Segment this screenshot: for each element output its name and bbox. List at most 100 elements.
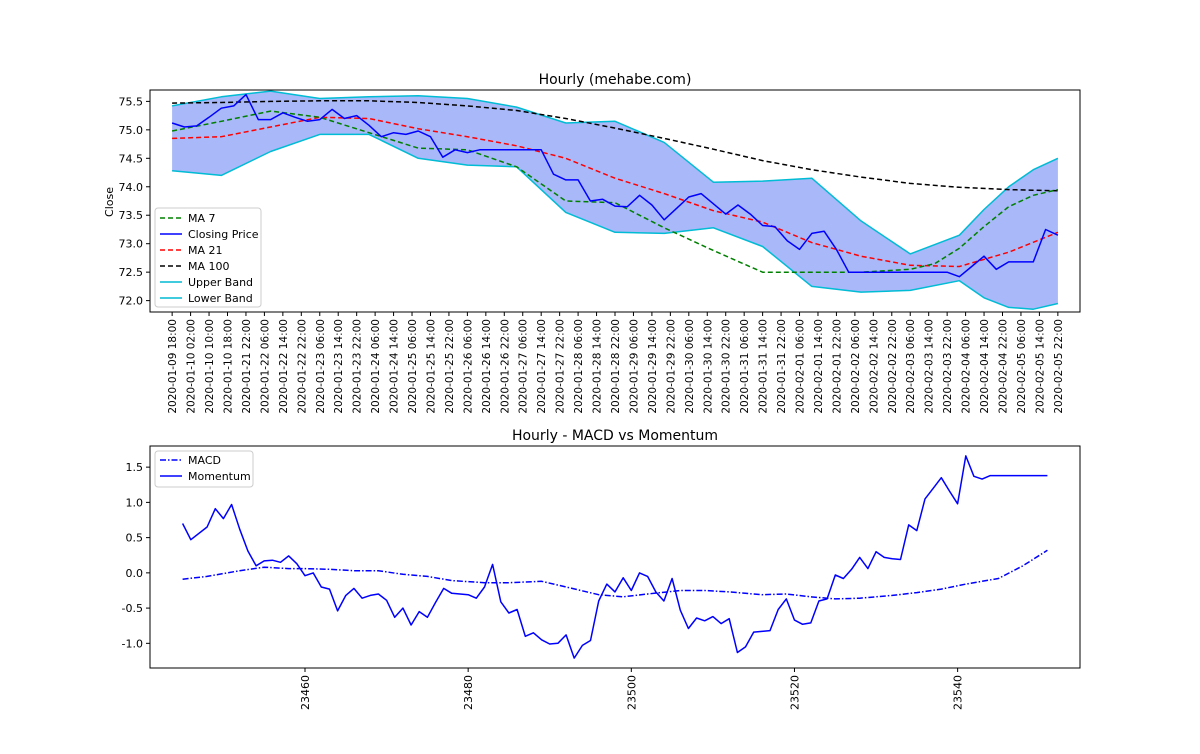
x-tick-label: 2020-02-02 14:00	[868, 319, 880, 414]
x-tick-label: 2020-01-22 22:00	[296, 319, 308, 414]
x-tick-label: 2020-01-25 06:00	[407, 319, 419, 414]
x-tick-label: 2020-01-28 14:00	[592, 319, 604, 414]
price-chart-x-ticks: 2020-01-09 18:00 2020-01-10 02:00 2020-01-…	[167, 312, 1065, 414]
macd-chart-frame	[149, 445, 1081, 669]
x-tick-label: 2020-01-29 14:00	[647, 319, 659, 414]
x-tick-label: 2020-01-24 06:00	[370, 319, 382, 414]
x-tick-label: 2020-02-01 22:00	[831, 319, 843, 414]
macd-chart-y-ticks: -1.0 -0.5 0.0 0.5 1.0 1.5	[122, 461, 150, 650]
x-tick-label: 2020-01-28 06:00	[573, 319, 585, 414]
y-tick-label: 72.0	[119, 295, 144, 308]
x-tick-label: 2020-01-26 14:00	[481, 319, 493, 414]
x-tick-label: 2020-02-03 22:00	[942, 319, 954, 414]
legend-label-closing-price: Closing Price	[188, 228, 259, 241]
series-line-ma-100	[172, 100, 1058, 192]
x-tick-label: 2020-01-28 22:00	[610, 319, 622, 414]
x-tick-label: 2020-02-04 22:00	[998, 319, 1010, 414]
x-tick-label: 2020-01-26 22:00	[499, 319, 511, 414]
x-tick-label: 2020-01-30 22:00	[721, 319, 733, 414]
x-tick-label: 2020-01-25 14:00	[426, 319, 438, 414]
x-tick-label: 23540	[952, 675, 965, 710]
x-tick-label: 2020-01-22 14:00	[278, 319, 290, 414]
x-tick-label: 2020-01-29 22:00	[665, 319, 677, 414]
macd-chart-title: Hourly - MACD vs Momentum	[512, 428, 718, 444]
price-chart-panel: Hourly (mehabe.com) Close 72.0 72.5 73.0 73…	[103, 72, 1081, 414]
x-tick-label: 2020-02-01 14:00	[813, 319, 825, 414]
x-tick-label: 2020-01-10 10:00	[204, 319, 216, 414]
price-chart-ylabel: Close	[103, 187, 116, 217]
x-tick-label: 2020-01-31 06:00	[739, 319, 751, 414]
x-tick-label: 2020-01-27 22:00	[555, 319, 567, 414]
y-tick-label: 72.5	[119, 266, 144, 279]
x-tick-label: 2020-01-29 06:00	[629, 319, 641, 414]
series-line-ma-7	[171, 110, 1059, 273]
x-tick-label: 2020-01-24 14:00	[389, 319, 401, 414]
series-line-ma-21	[172, 116, 1059, 268]
x-tick-label: 2020-02-04 14:00	[979, 319, 991, 414]
x-tick-label: 2020-01-30 06:00	[684, 319, 696, 414]
x-tick-label: 2020-01-27 14:00	[536, 319, 548, 414]
price-chart-y-ticks: 72.0 72.5 73.0 73.5 74.0 74.5 75.0 75.5	[119, 95, 150, 308]
price-chart-title: Hourly (mehabe.com)	[539, 72, 692, 88]
legend-label-ma7: MA 7	[188, 212, 216, 225]
y-tick-label: -0.5	[122, 602, 143, 615]
x-tick-label: 2020-02-02 22:00	[887, 319, 899, 414]
macd-chart-x-ticks: 23460 23480 23500 23520 23540	[299, 668, 965, 710]
y-tick-label: 73.0	[119, 238, 144, 251]
price-chart-legend: MA 7 Closing Price MA 21 MA 100 Upper Ba…	[154, 207, 262, 308]
y-tick-label: 74.5	[119, 152, 144, 165]
x-tick-label: 2020-02-05 06:00	[1016, 319, 1028, 414]
x-tick-label: 2020-01-23 06:00	[315, 319, 327, 414]
x-tick-label: 2020-01-22 06:00	[259, 319, 271, 414]
x-tick-label: 2020-01-26 06:00	[462, 319, 474, 414]
x-tick-label: 2020-02-01 06:00	[795, 319, 807, 414]
x-tick-label: 2020-02-02 06:00	[850, 319, 862, 414]
y-tick-label: 1.5	[126, 461, 144, 474]
x-tick-label: 2020-01-21 22:00	[241, 319, 253, 414]
y-tick-label: 0.5	[126, 532, 144, 545]
x-tick-label: 2020-01-27 06:00	[518, 319, 530, 414]
x-tick-label: 2020-01-30 14:00	[702, 319, 714, 414]
legend-label-momentum: Momentum	[188, 470, 251, 483]
x-tick-label: 23460	[299, 675, 312, 710]
legend-label-ma100: MA 100	[188, 260, 230, 273]
x-tick-label: 2020-02-05 22:00	[1053, 319, 1065, 414]
x-tick-label: 23480	[462, 675, 475, 710]
x-tick-label: 23500	[625, 675, 638, 710]
macd-chart-legend: MACD Momentum	[154, 450, 254, 488]
series-line-macd	[182, 549, 1048, 600]
x-tick-label: 2020-02-03 06:00	[905, 319, 917, 414]
series-line-closing-price	[171, 93, 1059, 278]
x-tick-label: 2020-01-09 18:00	[167, 319, 179, 414]
series-line-momentum	[181, 455, 1048, 659]
legend-label-macd: MACD	[188, 454, 221, 467]
series-line-lower-band	[172, 133, 1059, 310]
y-tick-label: 73.5	[119, 209, 144, 222]
x-tick-label: 2020-01-10 02:00	[186, 319, 198, 414]
legend-label-lower-band: Lower Band	[188, 292, 253, 305]
y-tick-label: 0.0	[126, 567, 144, 580]
price-chart-plot-area	[171, 90, 1059, 310]
x-tick-label: 2020-02-04 06:00	[961, 319, 973, 414]
x-tick-label: 2020-02-05 14:00	[1034, 319, 1046, 414]
x-tick-label: 23520	[789, 675, 802, 710]
x-tick-label: 2020-02-03 14:00	[924, 319, 936, 414]
macd-chart-plot-area	[181, 455, 1048, 659]
x-tick-label: 2020-01-25 22:00	[444, 319, 456, 414]
x-tick-label: 2020-01-31 22:00	[776, 319, 788, 414]
x-tick-label: 2020-01-23 22:00	[352, 319, 364, 414]
y-tick-label: 74.0	[119, 181, 144, 194]
x-tick-label: 2020-01-10 18:00	[223, 319, 235, 414]
y-tick-label: 75.0	[119, 124, 144, 137]
y-tick-label: -1.0	[122, 637, 143, 650]
series-line-upper-band	[171, 90, 1059, 255]
macd-chart-panel: Hourly - MACD vs Momentum -1.0 -0.5 0.0 0.5…	[122, 428, 1081, 710]
x-tick-label: 2020-01-31 14:00	[758, 319, 770, 414]
y-tick-label: 75.5	[119, 95, 144, 108]
legend-label-upper-band: Upper Band	[188, 276, 253, 289]
legend-label-ma21: MA 21	[188, 244, 223, 257]
x-tick-label: 2020-01-23 14:00	[333, 319, 345, 414]
y-tick-label: 1.0	[126, 496, 144, 509]
